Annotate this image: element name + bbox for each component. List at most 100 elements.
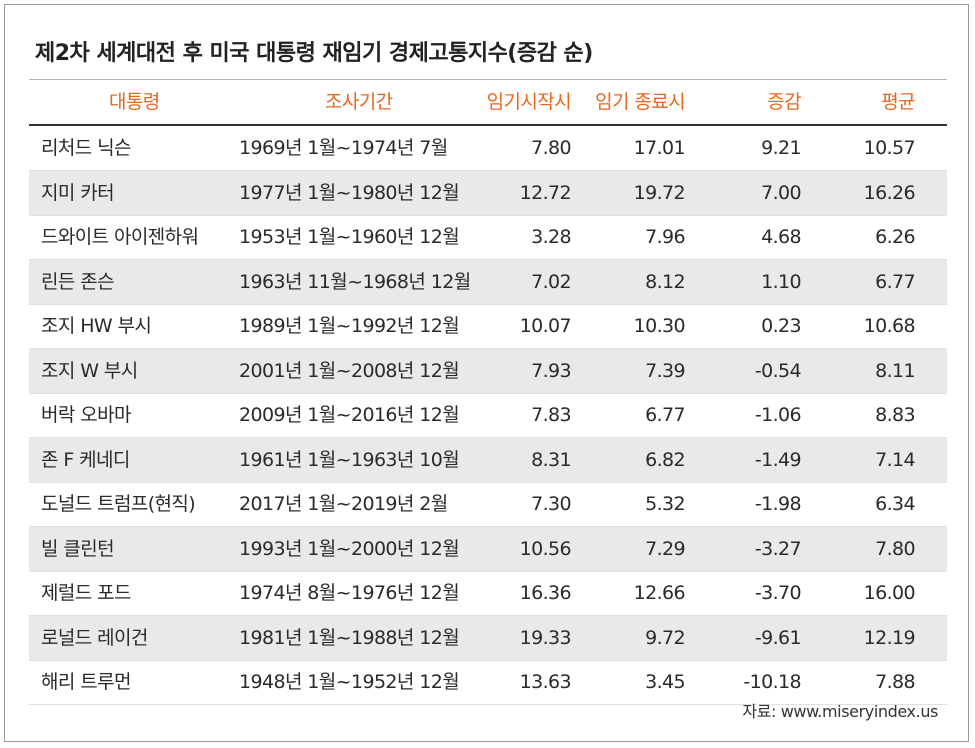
cell-average: 10.68 xyxy=(863,315,916,337)
cell-end: 6.82 xyxy=(645,448,686,471)
cell-period: 1974년 8월~1976년 12월 xyxy=(239,582,460,604)
cell-period: 2017년 1월~2019년 2월 xyxy=(239,493,448,515)
cell-change: -1.49 xyxy=(754,448,802,471)
table-row: 존 F 케네디 1961년 1월~1963년 10월 8.31 6.82 -1.49 7.… xyxy=(29,437,947,483)
cell-start: 13.63 xyxy=(519,671,572,693)
source-note: 자료: www.miseryindex.us xyxy=(742,702,938,721)
cell-end: 12.66 xyxy=(633,582,686,604)
cell-change: 9.21 xyxy=(761,137,802,159)
cell-start: 7.93 xyxy=(531,359,572,382)
cell-change: -3.70 xyxy=(754,582,802,604)
cell-name: 조지 W 부시 xyxy=(41,359,138,382)
table-header: 대통령 조사기간 임기시작시 임기 종료시 증감 평균 xyxy=(29,80,947,126)
cell-end: 17.01 xyxy=(633,137,686,159)
table-row: 제럴드 포드 1974년 8월~1976년 12월 16.36 12.66 -3.70 1… xyxy=(29,571,947,616)
cell-average: 7.14 xyxy=(875,448,916,471)
cell-average: 16.26 xyxy=(863,181,916,204)
cell-end: 6.77 xyxy=(645,404,686,426)
cell-start: 3.28 xyxy=(531,226,572,248)
cell-end: 10.30 xyxy=(633,315,686,337)
cell-name: 린든 존슨 xyxy=(41,270,115,293)
title-divider xyxy=(29,79,947,80)
cell-period: 1948년 1월~1952년 12월 xyxy=(239,671,460,693)
table-row: 버락 오바마 2009년 1월~2016년 12월 7.83 6.77 -1.06 8.8… xyxy=(29,393,947,438)
cell-name: 빌 클린턴 xyxy=(41,537,115,560)
cell-name: 지미 카터 xyxy=(41,181,115,204)
cell-change: -1.98 xyxy=(754,493,802,515)
table-card: 제2차 세계대전 후 미국 대통령 재임기 경제고통지수(증감 순) 대통령 조… xyxy=(4,4,969,742)
cell-end: 9.72 xyxy=(645,626,686,649)
cell-end: 19.72 xyxy=(633,181,686,204)
table-row: 드와이트 아이젠하워 1953년 1월~1960년 12월 3.28 7.96 4.68… xyxy=(29,215,947,260)
cell-change: -3.27 xyxy=(754,537,802,560)
cell-change: 0.23 xyxy=(761,315,802,337)
cell-start: 7.30 xyxy=(531,493,572,515)
cell-period: 2001년 1월~2008년 12월 xyxy=(239,359,460,382)
cell-name: 해리 트루먼 xyxy=(41,671,131,693)
cell-start: 16.36 xyxy=(519,582,572,604)
cell-name: 조지 HW 부시 xyxy=(41,315,152,337)
cell-change: 4.68 xyxy=(761,226,802,248)
cell-average: 12.19 xyxy=(863,626,916,649)
cell-start: 7.80 xyxy=(531,137,572,159)
cell-period: 1981년 1월~1988년 12월 xyxy=(239,626,460,649)
cell-period: 1989년 1월~1992년 12월 xyxy=(239,315,460,337)
table-row: 빌 클린턴 1993년 1월~2000년 12월 10.56 7.29 -3.27 7.8… xyxy=(29,526,947,572)
header-period: 조사기간 xyxy=(325,91,393,113)
cell-change: 7.00 xyxy=(761,181,802,204)
cell-change: -9.61 xyxy=(754,626,802,649)
cell-period: 1953년 1월~1960년 12월 xyxy=(239,226,460,248)
cell-change: 1.10 xyxy=(761,270,802,293)
header-end: 임기 종료시 xyxy=(595,91,685,113)
header-start: 임기시작시 xyxy=(486,91,572,113)
cell-average: 7.88 xyxy=(875,671,916,693)
table-row: 린든 존슨 1963년 11월~1968년 12월 7.02 8.12 1.10 6.77 xyxy=(29,259,947,305)
table-row: 리처드 닉슨 1969년 1월~1974년 7월 7.80 17.01 9.21 10.5… xyxy=(29,126,947,171)
cell-start: 7.02 xyxy=(531,270,572,293)
cell-change: -1.06 xyxy=(754,404,802,426)
cell-period: 1963년 11월~1968년 12월 xyxy=(239,270,471,293)
cell-start: 19.33 xyxy=(519,626,572,649)
header-average: 평균 xyxy=(881,91,915,113)
cell-name: 버락 오바마 xyxy=(41,404,131,426)
cell-period: 1977년 1월~1980년 12월 xyxy=(239,181,460,204)
table-row: 조지 HW 부시 1989년 1월~1992년 12월 10.07 10.30 0.23… xyxy=(29,304,947,349)
cell-average: 7.80 xyxy=(875,537,916,560)
cell-end: 7.29 xyxy=(645,537,686,560)
cell-start: 8.31 xyxy=(531,448,572,471)
table-row: 해리 트루먼 1948년 1월~1952년 12월 13.63 3.45 -10.18 7… xyxy=(29,660,947,705)
cell-average: 6.34 xyxy=(875,493,916,515)
cell-period: 1969년 1월~1974년 7월 xyxy=(239,137,448,159)
cell-average: 8.83 xyxy=(875,404,916,426)
cell-period: 1961년 1월~1963년 10월 xyxy=(239,448,460,471)
cell-end: 7.96 xyxy=(645,226,686,248)
cell-start: 7.83 xyxy=(531,404,572,426)
cell-average: 6.77 xyxy=(875,270,916,293)
cell-end: 8.12 xyxy=(645,270,686,293)
cell-period: 2009년 1월~2016년 12월 xyxy=(239,404,460,426)
cell-end: 3.45 xyxy=(645,671,686,693)
cell-name: 리처드 닉슨 xyxy=(41,137,131,159)
cell-start: 12.72 xyxy=(519,181,572,204)
cell-average: 8.11 xyxy=(875,359,916,382)
cell-name: 제럴드 포드 xyxy=(41,582,131,604)
table-row: 조지 W 부시 2001년 1월~2008년 12월 7.93 7.39 -0.54 8.… xyxy=(29,348,947,394)
cell-name: 드와이트 아이젠하워 xyxy=(41,226,199,248)
cell-end: 5.32 xyxy=(645,493,686,515)
cell-change: -10.18 xyxy=(743,671,801,693)
cell-name: 도널드 트럼프(현직) xyxy=(41,493,196,515)
cell-name: 로널드 레이건 xyxy=(41,626,148,649)
table-row: 지미 카터 1977년 1월~1980년 12월 12.72 19.72 7.00 16.… xyxy=(29,170,947,216)
cell-start: 10.07 xyxy=(519,315,572,337)
table-row: 도널드 트럼프(현직) 2017년 1월~2019년 2월 7.30 5.32 -1.9… xyxy=(29,482,947,527)
cell-average: 16.00 xyxy=(863,582,916,604)
cell-end: 7.39 xyxy=(645,359,686,382)
header-name: 대통령 xyxy=(109,91,160,113)
table-row: 로널드 레이건 1981년 1월~1988년 12월 19.33 9.72 -9.61 1… xyxy=(29,615,947,661)
cell-average: 10.57 xyxy=(863,137,916,159)
cell-name: 존 F 케네디 xyxy=(41,448,130,471)
cell-start: 10.56 xyxy=(519,537,572,560)
cell-average: 6.26 xyxy=(875,226,916,248)
cell-period: 1993년 1월~2000년 12월 xyxy=(239,537,460,560)
table-title: 제2차 세계대전 후 미국 대통령 재임기 경제고통지수(증감 순) xyxy=(35,41,593,66)
